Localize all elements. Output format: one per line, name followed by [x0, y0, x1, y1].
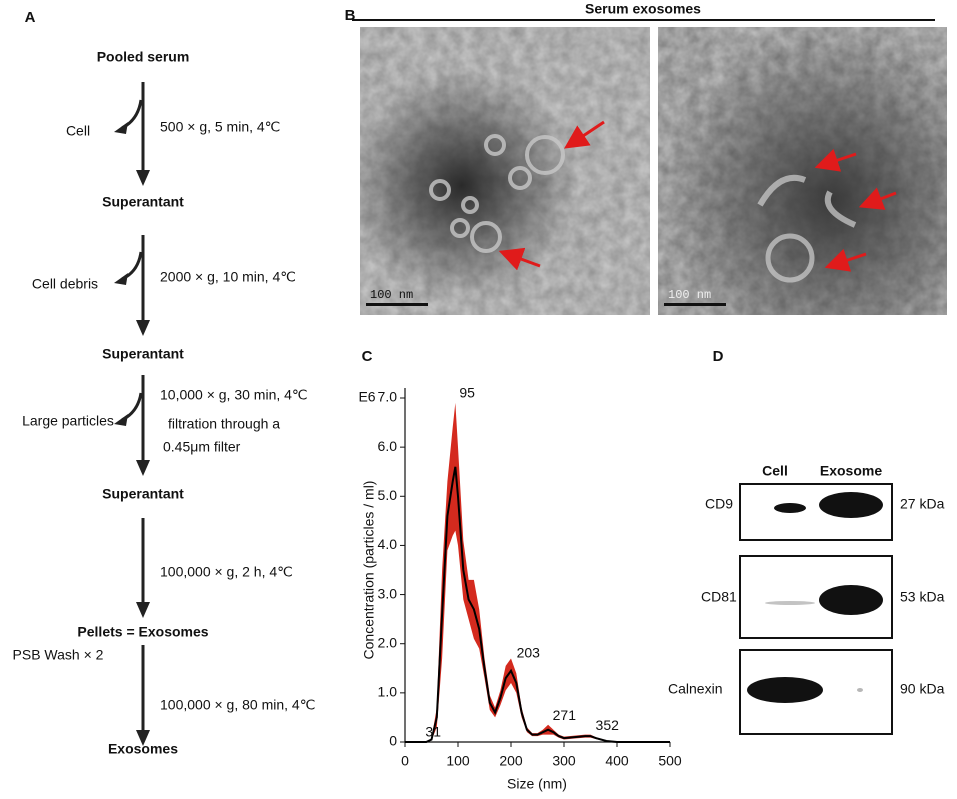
- protein-label: CD9: [705, 496, 733, 512]
- condition: filtration through a: [168, 416, 280, 432]
- x-tick-label: 0: [401, 753, 409, 769]
- y-tick-label: 1.0: [378, 684, 398, 700]
- x-tick-label: 500: [658, 753, 682, 769]
- x-tick-label: 100: [446, 753, 470, 769]
- column-label: Exosome: [820, 463, 882, 479]
- flow-node: Pellets = Exosomes: [77, 624, 208, 640]
- condition: 500 × g, 5 min, 4℃: [160, 119, 280, 135]
- x-axis-label: Size (nm): [507, 776, 567, 792]
- mean-line: [405, 466, 670, 743]
- scale-bar-label: 100 nm: [370, 288, 413, 302]
- condition: 10,000 × g, 30 min, 4℃: [160, 387, 308, 403]
- y-tick-label: 5.0: [378, 487, 398, 503]
- flowchart: A Pooled serum Cell 500 × g, 5 min, 4℃ S…: [13, 9, 316, 757]
- removed-label: PSB Wash × 2: [13, 647, 104, 663]
- flow-node: Superantant: [102, 194, 184, 210]
- condition: 100,000 × g, 2 h, 4℃: [160, 564, 293, 580]
- western-blot: D Cell Exosome CD9 27 kDa CD81 53 kDa Ca…: [668, 348, 945, 735]
- peak-label: 271: [553, 707, 577, 723]
- peak-label: 95: [459, 385, 475, 401]
- y-tick-label: 0: [389, 733, 397, 749]
- flow-node: Superantant: [102, 486, 184, 502]
- column-label: Cell: [762, 463, 788, 479]
- panel-title: Serum exosomes: [585, 1, 701, 17]
- condition: 2000 × g, 10 min, 4℃: [160, 269, 296, 285]
- peak-label: 31: [425, 724, 441, 740]
- y-axis-label: Concentration (particles / ml): [361, 481, 377, 660]
- arrowheads: [114, 122, 150, 746]
- protein-label: Calnexin: [668, 681, 722, 697]
- y-tick-label: 7.0: [378, 389, 398, 405]
- panel-label: D: [713, 348, 724, 365]
- size-label: 53 kDa: [900, 589, 945, 605]
- y-tick-label: 4.0: [378, 536, 398, 552]
- removed-label: Cell: [66, 123, 90, 139]
- x-tick-label: 400: [605, 753, 629, 769]
- flow-node: Exosomes: [108, 741, 178, 757]
- panel-label: C: [362, 348, 373, 365]
- size-label: 27 kDa: [900, 496, 945, 512]
- scale-bar-label: 100 nm: [668, 288, 711, 302]
- em-image: 100 nm: [658, 27, 947, 315]
- arrows: [121, 82, 145, 732]
- peak-label: 203: [517, 645, 541, 661]
- blot-bands: [747, 492, 883, 703]
- peak-label: 352: [596, 717, 620, 733]
- size-label: 90 kDa: [900, 681, 945, 697]
- flow-node: Pooled serum: [97, 49, 190, 65]
- em-image: 100 nm: [360, 27, 650, 315]
- microscopy: B Serum exosomes 100 nm 100 nm: [345, 1, 947, 315]
- y-tick-label: 2.0: [378, 634, 398, 650]
- panel-label: A: [25, 9, 36, 26]
- condition: 0.45μm filter: [163, 439, 241, 455]
- x-tick-label: 300: [552, 753, 576, 769]
- y-tick-label: 3.0: [378, 585, 398, 601]
- unit-label: E6: [358, 389, 375, 405]
- y-tick-label: 6.0: [378, 438, 398, 454]
- panel-label: B: [345, 7, 356, 24]
- removed-label: Large particles: [22, 413, 114, 429]
- x-tick-label: 200: [499, 753, 523, 769]
- condition: 100,000 × g, 80 min, 4℃: [160, 697, 315, 713]
- nta-chart: C E6 Size (nm) Concentration (particles …: [358, 348, 681, 792]
- flow-node: Superantant: [102, 346, 184, 362]
- protein-label: CD81: [701, 589, 737, 605]
- removed-label: Cell debris: [32, 276, 98, 292]
